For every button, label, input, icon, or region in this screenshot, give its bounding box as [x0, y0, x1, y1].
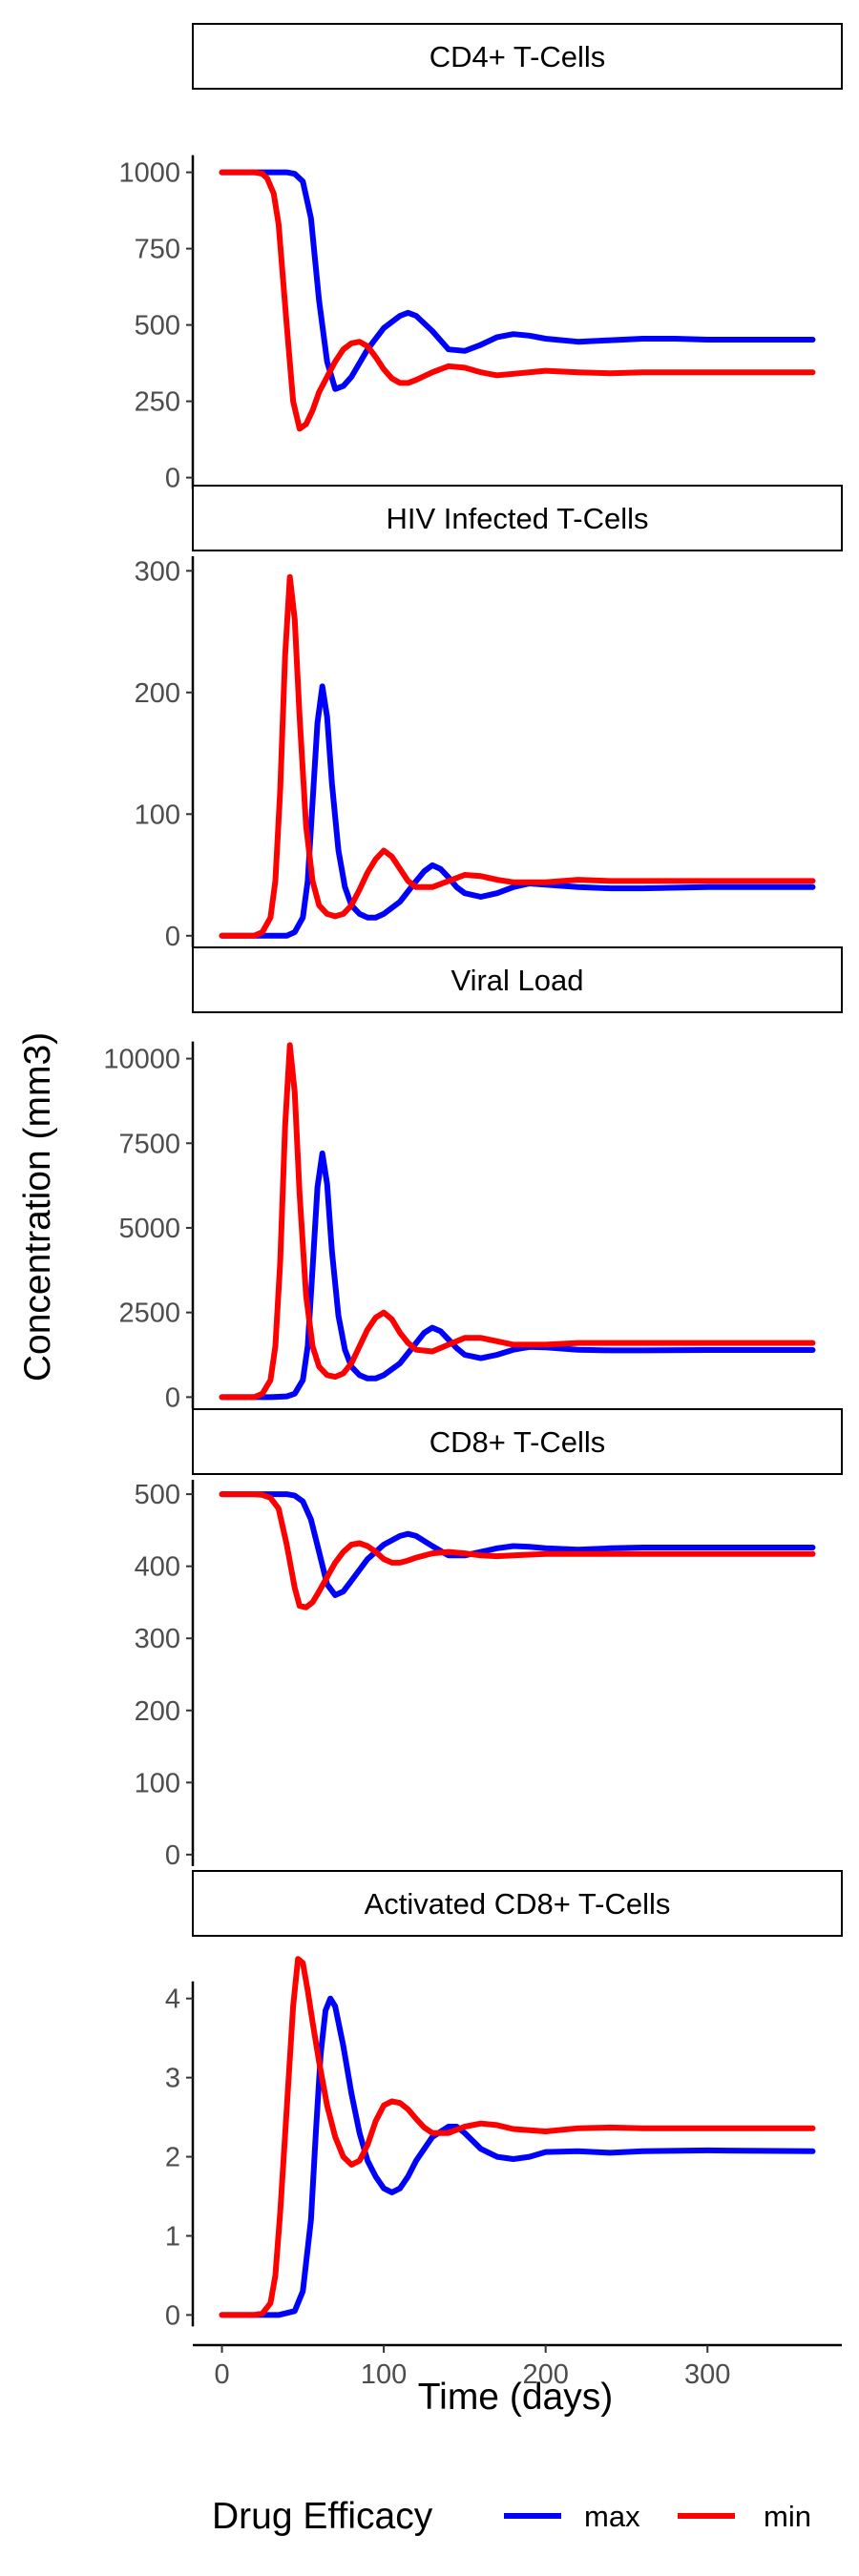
series-line-min-cd8-t-cells — [219, 1491, 816, 1610]
strip-label-activated-cd8-t-cells: Activated CD8+ T-Cells — [365, 1887, 671, 1921]
y-tick-label-activated-cd8-t-cells: 0 — [165, 2300, 180, 2331]
strip-label-cd8-t-cells: CD8+ T-Cells — [430, 1425, 606, 1459]
y-tick-label-cd8-t-cells: 400 — [135, 1552, 180, 1583]
panel-activated-cd8-t-cells: Activated CD8+ T-Cells 0 1 2 3 4 — [165, 1870, 843, 2331]
y-tick-label-viral-load: 7500 — [118, 1129, 180, 1159]
legend-label-min: min — [764, 2500, 811, 2533]
legend-label-max: max — [584, 2500, 640, 2533]
y-tick-label-cd4-t-cells: 0 — [165, 464, 180, 494]
x-axis-title: Time (days) — [418, 2377, 613, 2418]
y-tick-label-cd4-t-cells: 250 — [135, 387, 180, 418]
y-tick-label-cd4-t-cells: 500 — [135, 311, 180, 342]
y-tick-label-cd8-t-cells: 500 — [135, 1480, 180, 1510]
strip-viral-load — [192, 946, 843, 1013]
y-tick-label-activated-cd8-t-cells: 1 — [165, 2221, 180, 2252]
y-tick-label-cd4-t-cells: 750 — [135, 235, 180, 265]
series-line-max-activated-cd8-t-cells — [219, 1995, 816, 2318]
series-line-min-hiv-infected-t-cells — [219, 573, 816, 939]
panel-hiv-infected-t-cells: HIV Infected T-Cells 0 100 200 300 — [135, 485, 843, 952]
y-tick-label-viral-load: 5000 — [118, 1214, 180, 1244]
y-tick-label-activated-cd8-t-cells: 2 — [165, 2143, 180, 2173]
strip-cd8-t-cells — [192, 1408, 843, 1475]
x-tick-label: 100 — [361, 2359, 407, 2390]
y-tick-label-viral-load: 2500 — [118, 1298, 180, 1329]
x-tick-label: 300 — [684, 2359, 730, 2390]
series-line-max-cd4-t-cells — [219, 169, 816, 392]
y-tick-label-viral-load: 0 — [165, 1382, 180, 1413]
y-tick-label-hiv-infected-t-cells: 300 — [135, 556, 180, 587]
strip-hiv-infected-t-cells — [192, 485, 843, 551]
y-tick-label-cd8-t-cells: 300 — [135, 1624, 180, 1654]
strip-label-viral-load: Viral Load — [450, 964, 583, 997]
series-line-min-viral-load — [219, 1042, 816, 1401]
y-tick-label-cd8-t-cells: 100 — [135, 1768, 180, 1798]
legend-title: Drug Efficacy — [212, 2496, 433, 2537]
x-tick-label: 200 — [522, 2359, 568, 2390]
y-tick-label-cd8-t-cells: 0 — [165, 1840, 180, 1871]
strip-activated-cd8-t-cells — [192, 1870, 843, 1937]
y-tick-label-cd8-t-cells: 200 — [135, 1696, 180, 1727]
series-line-min-cd4-t-cells — [219, 169, 816, 432]
panel-viral-load: Viral Load 0 2500 5000 7500 10000 — [103, 946, 843, 1413]
legend: Drug Efficacy max min — [212, 2496, 811, 2537]
series-line-min-activated-cd8-t-cells — [219, 1956, 816, 2318]
y-tick-label-hiv-infected-t-cells: 0 — [165, 922, 180, 952]
x-tick-label: 0 — [214, 2359, 229, 2390]
strip-label-cd4-t-cells: CD4+ T-Cells — [430, 40, 606, 73]
y-tick-label-activated-cd8-t-cells: 3 — [165, 2064, 180, 2094]
y-axis-title: Concentration (mm3) — [17, 1032, 58, 1381]
y-tick-label-hiv-infected-t-cells: 100 — [135, 800, 180, 830]
y-tick-label-hiv-infected-t-cells: 200 — [135, 678, 180, 709]
series-line-max-cd8-t-cells — [219, 1491, 816, 1598]
strip-cd4-t-cells — [192, 23, 843, 90]
panel-cd8-t-cells: CD8+ T-Cells 0 100 200 300 400 500 — [135, 1408, 843, 1871]
y-tick-label-cd4-t-cells: 1000 — [118, 158, 180, 189]
panel-cd4-t-cells: CD4+ T-Cells 0 250 500 750 1000 — [118, 23, 843, 494]
x-axis: 0 100 200 300 — [193, 2343, 842, 2390]
y-tick-label-viral-load: 10000 — [103, 1045, 180, 1075]
y-tick-label-activated-cd8-t-cells: 4 — [165, 1984, 180, 2015]
strip-label-hiv-infected-t-cells: HIV Infected T-Cells — [386, 502, 648, 535]
